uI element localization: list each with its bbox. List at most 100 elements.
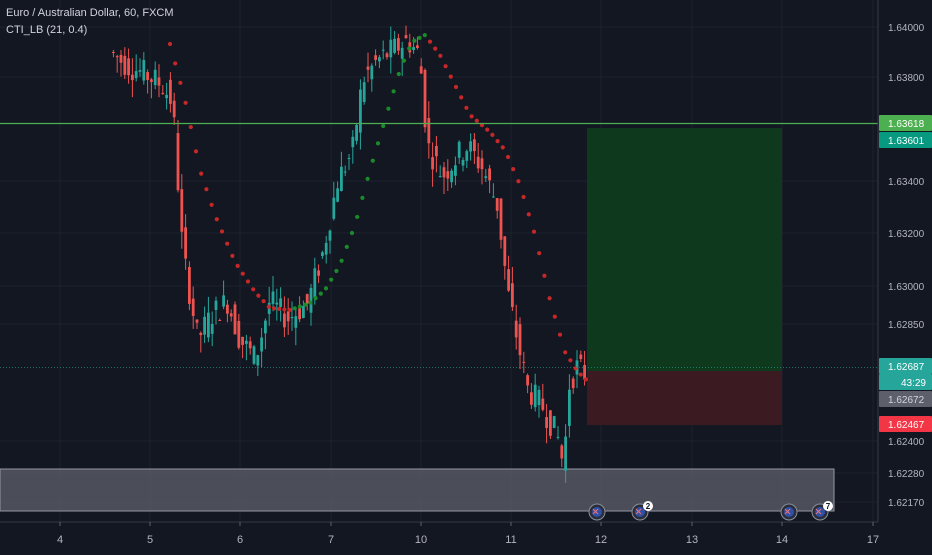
indicator-dot [329, 277, 334, 282]
indicator-label[interactable]: CTI_LB (21, 0.4) [6, 24, 88, 36]
candle-body [454, 165, 457, 176]
candle-body [366, 66, 370, 70]
candle-body [533, 384, 537, 408]
candle-body [146, 72, 149, 80]
candle-body [165, 94, 168, 99]
price-tick-label: 1.64000 [888, 23, 925, 34]
indicator-dot [485, 127, 490, 132]
indicator-dot [552, 314, 557, 319]
candle-body [283, 313, 286, 328]
symbol-title[interactable]: Euro / Australian Dollar, 60, FXCM [6, 7, 174, 19]
candle-body [127, 58, 130, 76]
indicator-dot [381, 123, 386, 129]
candles-layer [112, 25, 586, 483]
indicator-dot [464, 105, 469, 110]
indicator-dot [235, 263, 240, 268]
candle-body [203, 316, 206, 335]
candle-body [328, 230, 332, 241]
candle-body [290, 316, 294, 319]
time-tick-label: 4 [57, 534, 63, 546]
indicator-dot [214, 217, 219, 222]
indicator-dot [391, 89, 396, 94]
indicator-dot [583, 377, 589, 382]
price-tag-label: 1.62687 [888, 362, 925, 373]
indicator-dots-layer [167, 33, 589, 382]
time-tick-label: 5 [147, 534, 153, 546]
candle-body [427, 118, 431, 144]
candle-body [560, 445, 564, 459]
price-tick-label: 1.63000 [888, 282, 925, 293]
indicator-dot [375, 141, 381, 146]
candle-body [556, 436, 560, 438]
indicator-dot [183, 100, 188, 105]
indicator-dot [578, 372, 583, 377]
candle-body [241, 336, 244, 345]
candle-body [218, 320, 222, 322]
candle-body [324, 242, 328, 255]
indicator-dot [344, 244, 349, 249]
price-tick-label: 1.62280 [888, 469, 925, 480]
levels-layer [0, 122, 878, 368]
event-flag-cross-icon [784, 508, 791, 515]
candle-body [188, 267, 191, 304]
candle-body [397, 38, 400, 51]
event-flag-cross-icon [815, 508, 822, 515]
candle-body [119, 54, 123, 63]
indicator-dot [433, 46, 438, 51]
indicator-dot [396, 71, 401, 77]
indicator-dot [500, 145, 505, 150]
indicator-dot [282, 307, 287, 312]
time-tick-label: 10 [415, 534, 427, 546]
candle-body [362, 82, 366, 102]
candle-body [465, 151, 469, 161]
candle-body [511, 283, 514, 307]
price-tag-resistance [879, 115, 932, 131]
candle-body [579, 354, 583, 359]
candle-body [252, 346, 256, 364]
event-flag-icon [592, 507, 602, 517]
candle-body [286, 311, 290, 322]
time-tick-label: 17 [867, 534, 879, 546]
candle-body [499, 198, 503, 240]
event-flag-icon [784, 507, 794, 517]
indicator-dot [542, 273, 547, 278]
candle-body [552, 416, 556, 428]
indicator-dot [292, 306, 297, 311]
candle-body [343, 171, 347, 173]
time-tick-label: 12 [595, 534, 607, 546]
candle-body [180, 189, 184, 232]
indicator-dot [240, 271, 245, 276]
indicator-dot [557, 332, 563, 337]
indicator-dot [266, 304, 271, 309]
indicator-dot [469, 114, 474, 119]
candle-body [237, 320, 241, 348]
candle-body [370, 65, 374, 80]
price-axis-panel[interactable] [878, 0, 932, 550]
event-flag-icon [635, 507, 645, 517]
candle-body [260, 337, 263, 352]
candle-body [480, 158, 484, 170]
indicator-dot [453, 84, 459, 90]
candle-body [484, 176, 488, 179]
candle-body [150, 79, 153, 82]
candle-body [336, 188, 339, 202]
indicator-dot [209, 202, 214, 207]
indicator-dot [360, 195, 365, 200]
indicator-dot [308, 300, 313, 305]
price-axis-ticks: 1.64000 1.63800 1.63400 1.63200 1.63000 1.628… [888, 23, 925, 509]
indicator-dot [167, 41, 173, 47]
indicator-dot [521, 194, 526, 200]
candle-body [229, 313, 233, 317]
time-tick-label: 7 [328, 534, 334, 546]
time-tick-label: 14 [776, 534, 788, 546]
candle-body [381, 49, 385, 51]
price-tag-label: 1.62672 [888, 395, 925, 406]
candle-body [568, 389, 571, 426]
indicator-dot [297, 304, 303, 309]
price-tag-entry [879, 391, 932, 407]
price-tick-label: 1.62170 [888, 498, 925, 509]
candle-body [340, 166, 343, 191]
